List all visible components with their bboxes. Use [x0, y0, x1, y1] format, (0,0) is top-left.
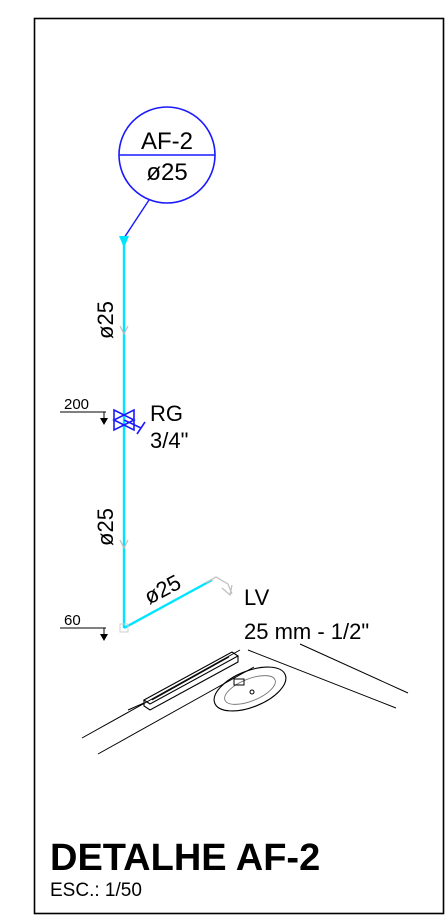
valve-name: RG [150, 401, 183, 426]
lavatory-drain [249, 689, 255, 695]
lavatory-basin-inner [224, 675, 276, 705]
branch-flow-arrow [221, 584, 233, 597]
wall-line [97, 666, 255, 755]
fixture-name: LV [244, 585, 270, 610]
lavatory-countertop [81, 643, 409, 755]
lavatory-basin-outer [213, 666, 287, 712]
fixture-spec: 25 mm - 1/2" [244, 619, 369, 644]
counter-slab-front [143, 656, 239, 711]
wall-line [247, 649, 397, 709]
branch-label: ø25 [140, 569, 185, 609]
valve-stem [123, 419, 142, 429]
pipe-tag-bubble: AF-2 ø25 [118, 106, 216, 204]
branch-pipe [123, 578, 213, 630]
level-arrow-head [100, 418, 108, 425]
drawing-frame [33, 17, 445, 915]
tag-diameter: ø25 [146, 159, 187, 186]
riser-label-lower: ø25 [93, 508, 118, 546]
valve-body [112, 408, 136, 432]
level-mark-outlet: 60 [60, 612, 108, 641]
flow-arrow-lower [119, 539, 129, 550]
flow-arrow-upper [119, 325, 129, 336]
wall-line [127, 702, 145, 711]
level-mark-valve: 200 [60, 396, 108, 425]
valve-symbol [112, 408, 146, 435]
lavatory-faucet [233, 678, 245, 686]
valve-size: 3/4" [150, 428, 188, 453]
drawing-title: DETALHE AF-2 [50, 837, 320, 879]
level-value-valve: 200 [64, 396, 89, 413]
level-value-outlet: 60 [64, 612, 81, 629]
riser-label-upper: ø25 [93, 301, 118, 339]
tag-code: AF-2 [141, 128, 193, 155]
pipe-node-marker [119, 623, 129, 633]
drawing-scale: ESC.: 1/50 [50, 880, 142, 901]
tag-leader-line [123, 199, 150, 239]
wall-line [81, 649, 241, 739]
level-arrow-head [100, 634, 108, 641]
counter-slab-inner [151, 656, 230, 701]
valve-handle [136, 421, 146, 435]
branch-elbow [205, 576, 233, 595]
wall-line [299, 643, 409, 694]
